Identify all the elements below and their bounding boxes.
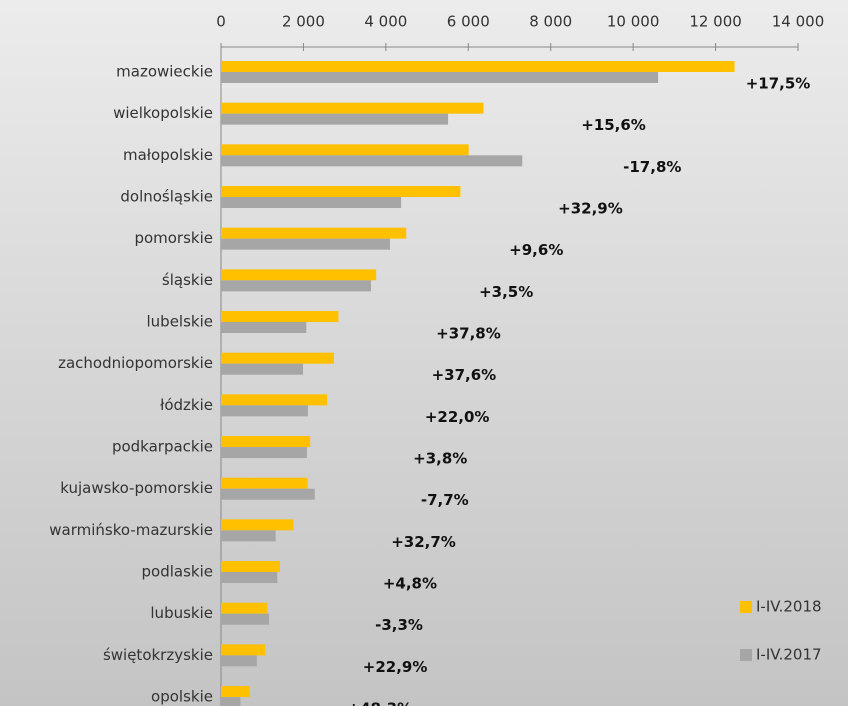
y-tick-label: małopolskie <box>123 146 213 164</box>
bar <box>221 530 276 542</box>
y-tick-label: dolnośląskie <box>120 188 213 206</box>
x-tick-label: 2 000 <box>282 13 325 31</box>
bar <box>221 227 407 239</box>
bar <box>221 519 294 531</box>
legend-swatch <box>740 649 752 661</box>
x-tick-label: 6 000 <box>447 13 490 31</box>
annotation: -17,8% <box>623 158 681 176</box>
bar <box>221 436 311 448</box>
y-tick-label: łódzkie <box>160 396 213 414</box>
annotation: +22,9% <box>363 658 428 676</box>
legend-swatch <box>740 601 752 613</box>
bar <box>221 477 308 489</box>
bar <box>221 644 266 656</box>
y-tick-label: zachodniopomorskie <box>58 354 213 372</box>
bar <box>221 697 241 706</box>
x-tick-label: 14 000 <box>772 13 825 31</box>
bar <box>221 572 278 584</box>
annotation: +15,6% <box>581 116 646 134</box>
annotation: +9,6% <box>509 241 563 259</box>
bar <box>221 613 270 625</box>
annotation: +37,6% <box>432 366 497 384</box>
bar <box>221 363 304 375</box>
bar <box>221 602 268 614</box>
y-tick-label: mazowieckie <box>116 63 213 81</box>
bar <box>221 405 308 417</box>
annotation: +48,3% <box>348 700 413 706</box>
bar <box>221 72 659 83</box>
legend-label: I-IV.2018 <box>756 598 822 616</box>
annotation: -3,3% <box>375 616 423 634</box>
bar <box>221 269 377 281</box>
x-tick-label: 0 <box>216 13 226 31</box>
bar <box>221 322 307 334</box>
x-tick-label: 8 000 <box>529 13 572 31</box>
bar <box>221 655 257 667</box>
x-tick-label: 10 000 <box>607 13 660 31</box>
x-tick-label: 4 000 <box>364 13 407 31</box>
y-tick-label: wielkopolskie <box>113 104 213 122</box>
annotation: +17,5% <box>746 75 811 93</box>
y-tick-label: lubuskie <box>150 604 213 622</box>
annotation: +3,8% <box>413 450 467 468</box>
bar <box>221 61 735 72</box>
y-tick-label: warmińsko-mazurskie <box>49 521 213 539</box>
annotation: +4,8% <box>383 575 437 593</box>
y-tick-label: podlaskie <box>142 563 213 581</box>
bar <box>221 394 328 406</box>
annotation: +32,7% <box>391 533 456 551</box>
bar <box>221 686 250 698</box>
bar <box>221 238 390 250</box>
bar <box>221 561 280 573</box>
legend-label: I-IV.2017 <box>756 646 822 664</box>
bar <box>221 113 449 125</box>
annotation: +22,0% <box>425 408 490 426</box>
annotation: +37,8% <box>436 325 501 343</box>
bar <box>221 102 484 114</box>
bar <box>221 144 469 156</box>
y-tick-label: śląskie <box>162 271 213 289</box>
x-tick-label: 12 000 <box>689 13 742 31</box>
y-tick-label: pomorskie <box>134 229 213 247</box>
bar <box>221 197 402 209</box>
y-tick-label: opolskie <box>151 688 213 706</box>
bar <box>221 352 334 364</box>
bar <box>221 280 372 292</box>
annotation: +32,9% <box>558 200 623 218</box>
y-tick-label: kujawsko-pomorskie <box>60 479 213 497</box>
y-tick-label: podkarpackie <box>112 438 213 456</box>
y-tick-label: świętokrzyskie <box>103 646 213 664</box>
bar <box>221 447 307 459</box>
bar <box>221 311 339 323</box>
annotation: +3,5% <box>479 283 533 301</box>
bar <box>221 155 523 167</box>
bar <box>221 186 461 198</box>
bar <box>221 488 315 500</box>
annotation: -7,7% <box>421 491 469 509</box>
y-tick-label: lubelskie <box>147 313 214 331</box>
